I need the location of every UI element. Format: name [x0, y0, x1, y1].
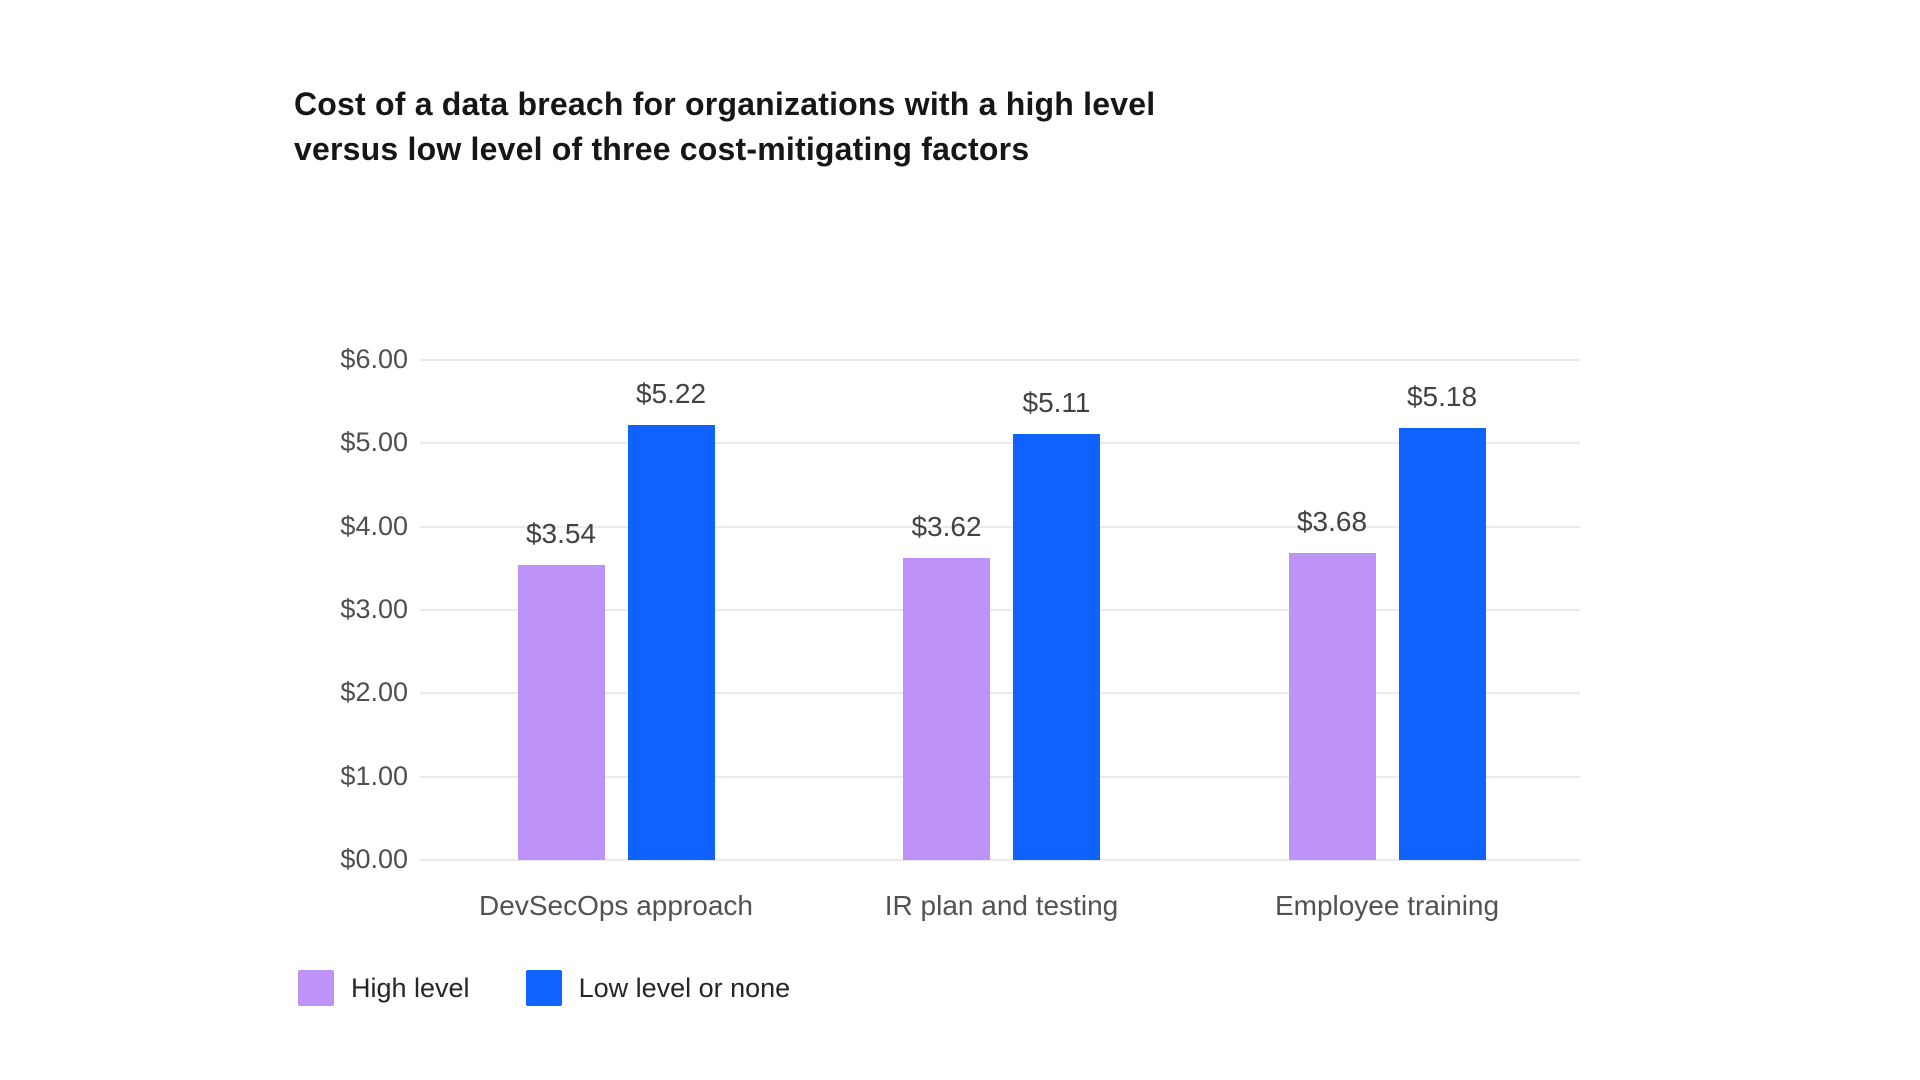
- gridline-5: [420, 442, 1580, 445]
- legend: High level Low level or none: [298, 970, 790, 1006]
- value-label-high-level-ir-plan-and-testing: $3.62: [911, 511, 982, 543]
- bar-low-level-or-none-ir-plan-and-testing: [1013, 434, 1100, 860]
- category-label-ir-plan-and-testing: IR plan and testing: [884, 890, 1119, 921]
- bar-high-level-devsecops-approach: [517, 565, 605, 860]
- category-label-devsecops-approach: DevSecOps approach: [479, 890, 753, 921]
- chart-title: Cost of a data breach for organizations …: [294, 82, 1544, 172]
- legend-swatch-high-level: [298, 970, 334, 1006]
- y-axis-tick-label-5: $5.00: [340, 427, 408, 458]
- gridline-0: [420, 859, 1580, 861]
- value-label-low-level-or-none-devsecops-approach: $5.22: [635, 378, 707, 409]
- y-axis-tick-label-0: $0.00: [340, 844, 408, 874]
- value-label-low-level-or-none-ir-plan-and-testing: $5.11: [1022, 387, 1091, 419]
- gridline-3: [420, 609, 1580, 611]
- y-axis-tick-label-2: $2.00: [340, 677, 408, 708]
- y-axis-tick-label-1: $1.00: [340, 760, 408, 791]
- bar-high-level-ir-plan-and-testing: [903, 558, 990, 860]
- legend-item-low-level-or-none: Low level or none: [525, 970, 791, 1006]
- legend-label-low-level-or-none: Low level or none: [578, 972, 791, 1003]
- bar-low-level-or-none-employee-training: [1398, 428, 1486, 860]
- legend-label-high-level: High level: [351, 972, 470, 1003]
- gridline-6: [420, 359, 1580, 361]
- bar-high-level-employee-training: [1288, 553, 1376, 860]
- category-label-employee-training: Employee training: [1274, 890, 1500, 921]
- chart-title-line-1: Cost of a data breach for organizations …: [294, 86, 1156, 122]
- chart-title-line-2: versus low level of three cost-mitigatin…: [294, 131, 1030, 167]
- bar-low-level-or-none-devsecops-approach: [627, 425, 715, 860]
- y-axis-tick-label-3: $3.00: [340, 594, 408, 624]
- gridline-2: [420, 692, 1580, 695]
- gridline-4: [420, 525, 1580, 528]
- gridline-1: [420, 775, 1580, 778]
- y-axis-tick-label-4: $4.00: [340, 510, 408, 541]
- legend-item-high-level: High level: [298, 970, 470, 1006]
- value-label-high-level-employee-training: $3.68: [1296, 506, 1368, 538]
- value-label-low-level-or-none-employee-training: $5.18: [1406, 381, 1478, 413]
- y-axis-tick-label-6: $6.00: [340, 344, 408, 374]
- value-label-high-level-devsecops-approach: $3.54: [525, 518, 597, 549]
- legend-swatch-low-level-or-none: [525, 970, 562, 1006]
